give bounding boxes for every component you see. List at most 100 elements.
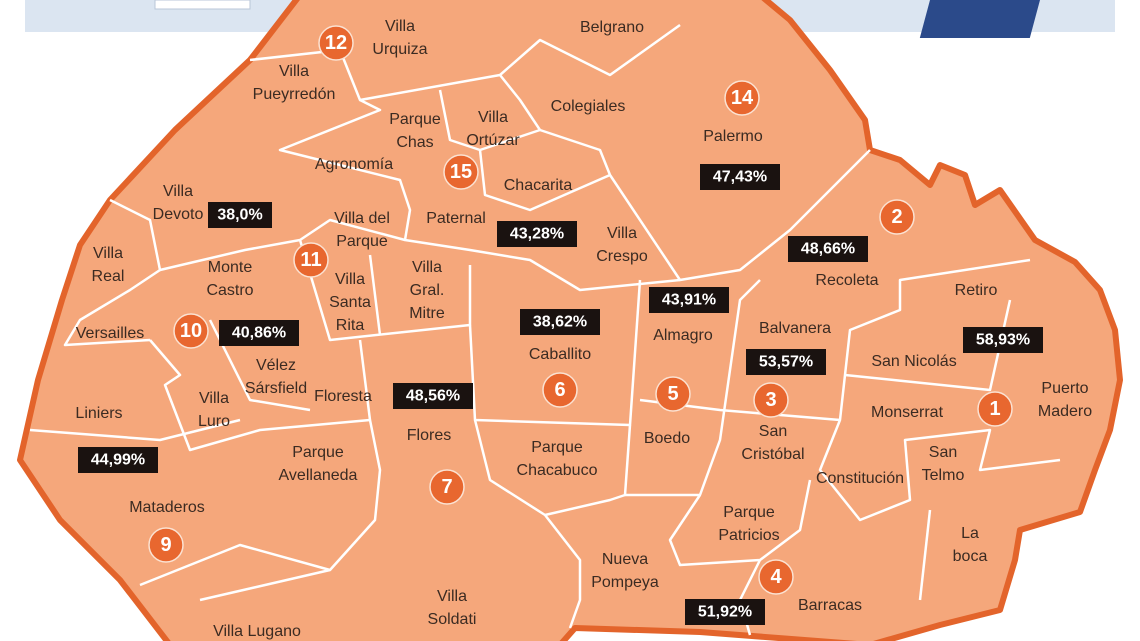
result-label: 44,99% [91, 452, 145, 469]
result-label: 43,28% [510, 226, 564, 243]
result-box [520, 309, 600, 335]
comuna-number: 3 [765, 389, 776, 411]
neighborhood-line: Versailles [76, 325, 144, 342]
neighborhood-label: Flores [407, 427, 451, 444]
neighborhood-label: Parque Chacabuco [517, 439, 598, 479]
neighborhood-label: Villa Pueyrredón [253, 63, 336, 103]
neighborhood-label: Villa Crespo [596, 225, 648, 265]
neighborhood-line: Flores [407, 427, 451, 444]
neighborhood-label: Colegiales [551, 98, 626, 115]
result-label: 48,66% [801, 241, 855, 258]
neighborhood-line: Avellaneda [279, 467, 358, 484]
neighborhood-line: Cristóbal [741, 446, 804, 463]
neighborhood-line: La [961, 525, 979, 542]
result-label: 51,92% [698, 604, 752, 621]
neighborhood-line: Villa [385, 18, 415, 35]
neighborhood-line: Castro [206, 282, 253, 299]
neighborhood-label: Chacarita [504, 177, 573, 194]
neighborhood-line: Barracas [798, 597, 862, 614]
neighborhood-label: Parque Avellaneda [279, 444, 358, 484]
comuna-badge [753, 382, 789, 418]
result-box [700, 164, 780, 190]
neighborhood-line: Almagro [653, 327, 713, 344]
result-box [685, 599, 765, 625]
neighborhood-label: Monserrat [871, 404, 944, 421]
neighborhood-label: Paternal [426, 210, 486, 227]
neighborhood-label: Almagro [653, 327, 713, 344]
comuna-number: 7 [441, 476, 452, 498]
result-box [746, 349, 826, 375]
comuna-badge [148, 527, 184, 563]
result-box [208, 202, 272, 228]
neighborhood-line: Retiro [955, 282, 998, 299]
neighborhood-label: Parque Chas [389, 111, 441, 151]
neighborhood-line: Constitución [816, 470, 904, 487]
neighborhood-line: Devoto [153, 206, 204, 223]
result-box [788, 236, 868, 262]
neighborhood-line: San [929, 444, 957, 461]
neighborhood-line: Belgrano [580, 19, 644, 36]
result-label: 43,91% [662, 292, 716, 309]
neighborhood-label: Boedo [644, 430, 690, 447]
comuna-badge [293, 242, 329, 278]
neighborhood-line: Parque [531, 439, 583, 456]
neighborhood-line: Urquiza [372, 41, 427, 58]
neighborhood-label: San Telmo [922, 444, 965, 484]
neighborhood-line: Palermo [703, 128, 763, 145]
neighborhood-line: Monte [208, 259, 253, 276]
neighborhood-label: San Cristóbal [741, 423, 804, 463]
neighborhood-line: boca [953, 548, 988, 565]
comuna-number: 14 [731, 87, 754, 109]
neighborhood-label: Agronomía [315, 156, 393, 173]
neighborhood-line: Chas [396, 134, 433, 151]
result-box [649, 287, 729, 313]
neighborhood-line: Villa [412, 259, 442, 276]
neighborhood-label: Constitución [816, 470, 904, 487]
comuna-badge [429, 469, 465, 505]
neighborhood-label: Caballito [529, 346, 591, 363]
neighborhood-line: Pompeya [591, 574, 659, 591]
neighborhood-line: Parque [292, 444, 344, 461]
neighborhood-label: Recoleta [815, 272, 878, 289]
neighborhood-line: Soldati [428, 611, 477, 628]
neighborhood-label: Villa Urquiza [372, 18, 427, 58]
neighborhood-label: Vélez Sársfield [245, 357, 307, 397]
neighborhood-line: Agronomía [315, 156, 393, 173]
neighborhood-label: Villa Soldati [428, 588, 477, 628]
neighborhood-line: Paternal [426, 210, 486, 227]
comuna-badge [443, 154, 479, 190]
neighborhood-line: Rita [336, 317, 365, 334]
comuna-badge [879, 199, 915, 235]
comuna-badge [318, 25, 354, 61]
comuna-badge [542, 372, 578, 408]
neighborhood-line: Vélez [256, 357, 296, 374]
neighborhood-line: Mataderos [129, 499, 205, 516]
neighborhood-label: Villa Luro [198, 390, 230, 430]
result-box [219, 320, 299, 346]
comuna-badge [173, 313, 209, 349]
neighborhood-line: Mitre [409, 305, 445, 322]
comuna-badge [655, 376, 691, 412]
neighborhood-line: Santa [329, 294, 371, 311]
neighborhood-line: Parque [389, 111, 441, 128]
neighborhood-label: Retiro [955, 282, 998, 299]
neighborhood-label: Villa Gral. Mitre [409, 259, 445, 322]
neighborhood-line: Luro [198, 413, 230, 430]
result-label: 40,86% [232, 325, 286, 342]
neighborhood-line: Recoleta [815, 272, 878, 289]
result-box [497, 221, 577, 247]
neighborhood-label: Palermo [703, 128, 763, 145]
result-box [393, 383, 473, 409]
neighborhood-line: Villa [93, 245, 123, 262]
comuna-number: 2 [891, 206, 902, 228]
result-label: 38,62% [533, 314, 587, 331]
neighborhood-label: La boca [953, 525, 988, 565]
neighborhood-line: Sársfield [245, 380, 307, 397]
result-box [78, 447, 158, 473]
comuna-number: 11 [300, 249, 321, 271]
neighborhood-label: Villa Real [92, 245, 125, 285]
neighborhood-line: Chacabuco [517, 462, 598, 479]
neighborhood-line: Villa del [334, 210, 390, 227]
result-label: 47,43% [713, 169, 767, 186]
neighborhood-line: Liniers [75, 405, 122, 422]
